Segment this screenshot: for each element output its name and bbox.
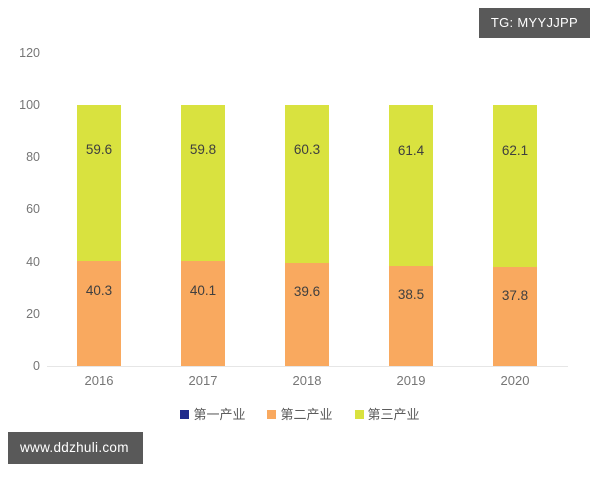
bar-value-label: 60.3	[293, 142, 321, 158]
bar-value-label: 39.6	[293, 284, 321, 300]
x-axis-tick-label: 2020	[500, 373, 530, 388]
bar-segment[interactable]: 40.1	[181, 261, 225, 366]
bar-value-label: 40.1	[189, 283, 217, 299]
legend-swatch-icon	[267, 410, 277, 419]
legend-label: 第一产业	[193, 407, 246, 422]
bar-value-label: 59.6	[85, 141, 113, 157]
bar-segment[interactable]: 61.4	[389, 105, 433, 266]
y-axis-tick-label: 40	[26, 254, 40, 269]
legend-item[interactable]: 第二产业	[267, 407, 333, 422]
y-axis: 0 20 40 60 80 100 120	[0, 0, 40, 480]
site-watermark-badge: www.ddzhuli.com	[8, 431, 143, 464]
x-axis-tick-label: 2018	[292, 373, 322, 388]
legend-item[interactable]: 第一产业	[180, 408, 245, 421]
legend-swatch-icon	[180, 410, 190, 419]
chart-legend: 第一产业 第二产业 第三产业	[0, 408, 600, 421]
bar-value-label: 40.3	[85, 282, 113, 298]
bar-group[interactable]: 62.1 37.8	[493, 105, 537, 366]
bar-segment[interactable]: 59.8	[181, 105, 225, 262]
bar-value-label: 37.8	[501, 288, 529, 304]
bar-group[interactable]: 61.4 38.5	[389, 105, 433, 366]
bar-segment[interactable]: 62.1	[493, 105, 537, 268]
bar-value-label: 61.4	[397, 142, 425, 158]
x-axis-baseline	[47, 366, 568, 367]
bar-segment[interactable]: 59.6	[77, 105, 121, 261]
y-axis-tick-label: 20	[26, 306, 40, 321]
bar-group[interactable]: 60.3 39.6	[285, 105, 329, 366]
bar-segment[interactable]: 60.3	[285, 105, 329, 263]
bar-group[interactable]: 59.8 40.1	[181, 105, 225, 366]
bar-segment[interactable]: 37.8	[493, 267, 537, 366]
x-axis-tick-label: 2016	[84, 373, 114, 388]
tg-watermark-badge: TG: MYYJJPP	[478, 8, 590, 38]
y-axis-tick-label: 80	[26, 149, 40, 164]
legend-label: 第三产业	[367, 407, 420, 422]
y-axis-tick-label: 60	[26, 202, 40, 217]
legend-item[interactable]: 第三产业	[354, 407, 420, 422]
legend-label: 第二产业	[280, 407, 333, 422]
bar-segment[interactable]: 39.6	[285, 262, 329, 366]
bar-value-label: 38.5	[397, 286, 425, 302]
bar-value-label: 62.1	[501, 143, 529, 159]
legend-swatch-icon	[354, 410, 364, 419]
y-axis-tick-label: 120	[19, 45, 40, 60]
bar-value-label: 59.8	[189, 141, 217, 157]
bar-group[interactable]: 59.6 40.3	[77, 105, 121, 366]
bar-segment[interactable]: 38.5	[389, 265, 433, 366]
x-axis-tick-label: 2017	[188, 373, 218, 388]
x-axis-tick-label: 2019	[396, 373, 426, 388]
bar-segment[interactable]: 40.3	[77, 260, 121, 366]
plot-area: 59.6 40.3 59.8 40.1 60.3 39.6 61.4 38.5 62.1 37.8	[47, 105, 567, 366]
y-axis-tick-label: 100	[19, 97, 40, 112]
y-axis-tick-label: 0	[33, 358, 40, 373]
